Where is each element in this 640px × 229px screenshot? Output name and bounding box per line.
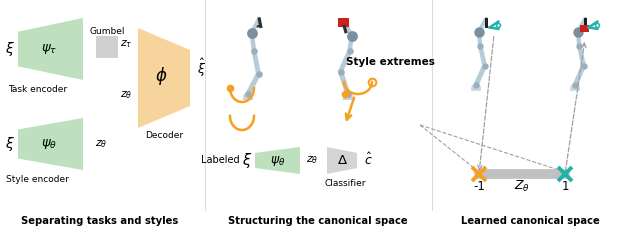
Text: $\phi$: $\phi$ <box>155 65 168 87</box>
Text: $\xi$: $\xi$ <box>242 150 252 169</box>
Text: $\xi$: $\xi$ <box>5 40 15 58</box>
Text: $z_\theta$: $z_\theta$ <box>95 138 108 150</box>
Polygon shape <box>343 94 353 100</box>
Polygon shape <box>138 28 190 128</box>
Text: Structuring the canonical space: Structuring the canonical space <box>228 216 408 226</box>
Text: Decoder: Decoder <box>145 131 183 141</box>
Polygon shape <box>18 18 83 80</box>
Text: 1: 1 <box>561 180 569 193</box>
Polygon shape <box>471 85 481 91</box>
Text: Style extremes: Style extremes <box>346 57 435 67</box>
Polygon shape <box>255 147 300 174</box>
Text: $\Delta$: $\Delta$ <box>337 154 348 167</box>
Text: $z_\tau$: $z_\tau$ <box>120 38 132 50</box>
FancyBboxPatch shape <box>339 17 349 27</box>
Text: Gumbel: Gumbel <box>89 27 125 35</box>
Polygon shape <box>327 147 357 174</box>
Text: Separating tasks and styles: Separating tasks and styles <box>21 216 179 226</box>
Polygon shape <box>18 118 83 170</box>
Text: $z_\theta$: $z_\theta$ <box>120 89 132 101</box>
Text: $\xi$: $\xi$ <box>5 135 15 153</box>
Text: $\psi_\tau$: $\psi_\tau$ <box>41 42 58 56</box>
Text: Task encoder: Task encoder <box>8 85 67 95</box>
Text: Classifier: Classifier <box>324 178 365 188</box>
Polygon shape <box>570 85 580 91</box>
FancyBboxPatch shape <box>580 25 589 33</box>
Text: $\psi_\theta$: $\psi_\theta$ <box>41 137 58 151</box>
FancyBboxPatch shape <box>96 36 118 58</box>
Text: Style encoder: Style encoder <box>6 175 69 185</box>
Text: -1: -1 <box>473 180 485 193</box>
Polygon shape <box>243 94 253 100</box>
Text: $\hat{\xi}$: $\hat{\xi}$ <box>198 57 207 79</box>
Text: Labeled: Labeled <box>201 155 239 165</box>
Text: $\psi_\theta$: $\psi_\theta$ <box>270 153 285 167</box>
Text: $Z_\theta$: $Z_\theta$ <box>514 178 530 194</box>
Text: $z_\theta$: $z_\theta$ <box>306 154 318 166</box>
Text: $\hat{c}$: $\hat{c}$ <box>364 152 372 168</box>
Text: Learned canonical space: Learned canonical space <box>461 216 600 226</box>
